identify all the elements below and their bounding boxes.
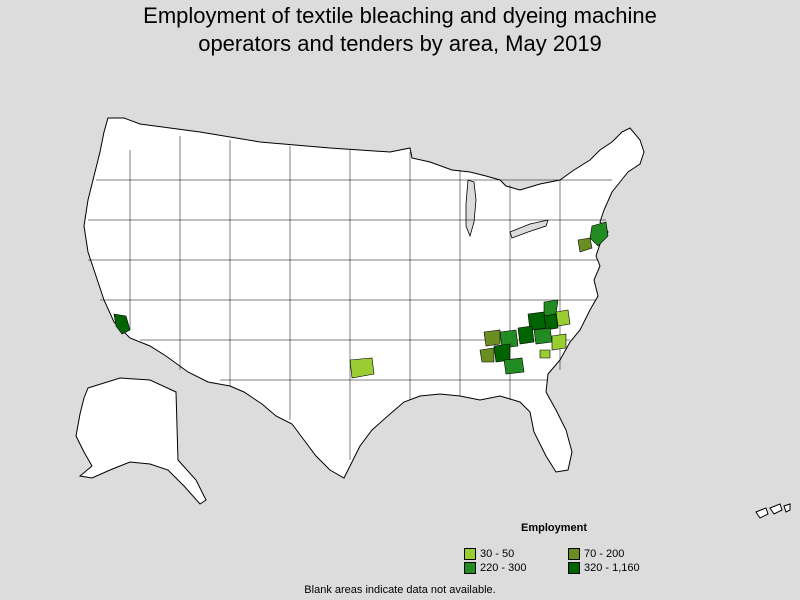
hawaii-islands — [755, 503, 791, 519]
area-ga-4 — [479, 347, 495, 363]
area-sc-2 — [533, 327, 553, 345]
area-nc-4 — [555, 309, 571, 327]
legend-label: 220 - 300 — [480, 562, 527, 574]
area-ga-6 — [539, 349, 551, 359]
legend-label: 70 - 200 — [584, 548, 625, 560]
legend-item-320-1160: 320 - 1,160 — [568, 562, 640, 574]
legend-swatch — [568, 548, 580, 560]
legend-swatch — [568, 562, 580, 574]
area-sc-3 — [551, 333, 567, 351]
legend-label: 320 - 1,160 — [584, 562, 640, 574]
area-ga-5 — [503, 357, 525, 375]
area-ga-1 — [483, 329, 501, 347]
legend-item-220-300: 220 - 300 — [464, 562, 526, 574]
legend-item-70-200: 70 - 200 — [568, 548, 624, 560]
map-title-line2: operators and tenders by area, May 2019 — [198, 31, 602, 56]
contiguous-us-outline — [83, 117, 645, 479]
area-los-angeles — [113, 313, 131, 335]
legend-swatch — [464, 562, 476, 574]
employment-areas — [113, 221, 609, 379]
area-texas — [349, 357, 375, 379]
map-title: Employment of textile bleaching and dyei… — [0, 2, 800, 58]
area-sc-1 — [517, 325, 535, 345]
area-nc-3 — [543, 313, 559, 331]
lake-michigan — [465, 179, 477, 238]
area-pennsylvania — [577, 237, 593, 253]
legend-swatch — [464, 548, 476, 560]
lake-erie — [509, 219, 549, 239]
legend-label: 30 - 50 — [480, 548, 515, 560]
map-title-line1: Employment of textile bleaching and dyei… — [143, 3, 657, 28]
alaska-outline — [75, 377, 207, 505]
legend-title: Employment — [521, 522, 588, 534]
area-nj-ny — [589, 221, 609, 247]
blank-areas-note: Blank areas indicate data not available. — [304, 584, 496, 596]
legend-item-30-50: 30 - 50 — [464, 548, 514, 560]
area-ga-2 — [499, 329, 519, 349]
area-nc-1 — [543, 299, 559, 317]
